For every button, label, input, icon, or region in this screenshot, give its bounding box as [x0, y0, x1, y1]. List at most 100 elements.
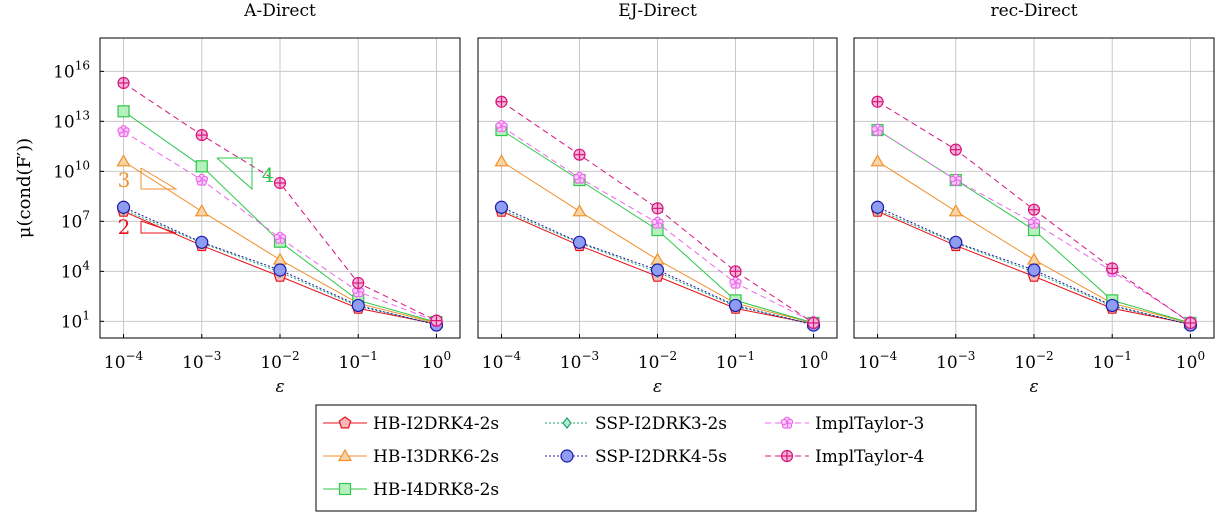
data-point-cross	[117, 76, 130, 90]
data-point-triangle	[272, 252, 288, 265]
legend-entry: SSP-I2DRK3-2s	[545, 414, 727, 434]
marker-petal	[729, 278, 736, 286]
data-point-cross	[430, 314, 443, 327]
y-axis-label: μ(cond(F′))	[14, 138, 35, 238]
series-line	[501, 101, 814, 324]
x-axis-label: ε	[653, 377, 662, 397]
chart-panels: A-Direct 10−4 10−3 10−2 10−1 100 ε 101 104 107 101…	[53, 1, 1215, 397]
marker-petal	[1027, 218, 1035, 226]
data-point-triangle	[1026, 252, 1042, 265]
x-tick-label: 10−3	[560, 349, 599, 373]
chart-panel-3: rec-Direct 10−4 10−3 10−2 10−1 100 ε	[853, 1, 1215, 397]
slope-triangle-2	[140, 220, 177, 234]
series-ImplTaylor-4	[117, 76, 443, 327]
data-point-flower	[729, 276, 742, 289]
series-SSP-I2DRK4-5s	[116, 200, 444, 332]
data-point-flower	[117, 124, 130, 138]
data-point-cross	[780, 449, 794, 463]
y-tick-label: 104	[61, 258, 91, 282]
data-point-circle	[572, 235, 587, 249]
data-point-circle	[560, 449, 574, 463]
data-point-triangle	[116, 154, 131, 167]
data-point-circle	[273, 263, 287, 277]
x-tick-label: 100	[1176, 349, 1205, 373]
data-point-cross	[573, 148, 586, 161]
data-point-triangle	[337, 448, 353, 462]
x-tick-label: 10−2	[260, 349, 299, 373]
legend-label: ImplTaylor-4	[815, 447, 924, 467]
series-ImplTaylor-4	[495, 95, 820, 330]
data-point-cross	[195, 128, 208, 142]
x-tick-label: 10−1	[1093, 349, 1132, 373]
marker-petal	[273, 233, 281, 241]
x-tick-label: 10−2	[1014, 349, 1053, 373]
y-tick-label: 1010	[53, 158, 90, 182]
marker-petal	[495, 122, 502, 129]
data-point-cross	[949, 143, 962, 156]
y-tick-label: 107	[61, 208, 90, 232]
data-point-diamond	[562, 417, 572, 429]
data-point-circle	[351, 298, 365, 313]
chart-title: EJ-Direct	[618, 1, 697, 21]
legend-entry: ImplTaylor-4	[765, 447, 924, 467]
marker-petal	[651, 218, 658, 226]
x-tick-label: 10−3	[182, 349, 221, 373]
data-point-triangle	[494, 154, 509, 167]
data-point-cross	[807, 316, 820, 330]
legend-label: SSP-I2DRK3-2s	[595, 414, 727, 434]
data-point-cross	[651, 202, 664, 215]
data-point-circle	[116, 200, 131, 214]
legend-entry: ImplTaylor-3	[765, 414, 924, 434]
data-point-triangle	[572, 204, 587, 217]
x-tick-label: 10−4	[104, 349, 144, 373]
data-point-cross	[871, 95, 884, 108]
chart-panel-2: EJ-Direct 10−4 10−3 10−2 10−1 100 ε	[477, 1, 838, 397]
slope-label-3: 3	[118, 168, 131, 192]
x-tick-label: 10−1	[716, 349, 755, 373]
data-point-square	[117, 105, 130, 118]
data-point-flower	[573, 171, 586, 184]
chart-title: rec-Direct	[990, 1, 1077, 21]
y-tick-label: 1016	[53, 58, 90, 82]
data-point-flower	[1027, 216, 1041, 229]
data-point-triangle	[194, 204, 209, 217]
legend-entry: HB-I2DRK4-2s	[323, 414, 499, 434]
legend-label: SSP-I2DRK4-5s	[595, 447, 727, 467]
slope-triangle-3	[140, 167, 178, 190]
legend-label: HB-I3DRK6-2s	[373, 447, 499, 467]
data-point-flower	[195, 173, 209, 186]
legend: HB-I2DRK4-2s SSP-I2DRK3-2s ImplTaylor-3 HB-…	[315, 404, 977, 512]
legend-entry: HB-I4DRK8-2s	[323, 480, 499, 500]
data-point-cross	[352, 276, 365, 290]
data-point-cross	[1106, 262, 1119, 275]
legend-label: HB-I2DRK4-2s	[373, 414, 499, 434]
data-point-circle	[870, 200, 885, 214]
data-point-circle	[195, 235, 209, 249]
data-point-flower	[273, 231, 287, 244]
data-point-circle	[650, 263, 665, 277]
data-point-cross	[1184, 316, 1197, 330]
marker-petal	[117, 127, 124, 134]
data-point-flower	[651, 216, 664, 229]
x-tick-label: 10−3	[936, 349, 975, 373]
series-SSP-I2DRK4-5s	[494, 200, 821, 332]
marker-petal	[949, 175, 956, 183]
x-tick-label: 10−1	[339, 349, 378, 373]
legend-entry: SSP-I2DRK4-5s	[545, 447, 727, 467]
legend-entry: HB-I3DRK6-2s	[323, 447, 499, 467]
x-tick-label: 100	[799, 349, 828, 373]
data-point-flower	[871, 123, 884, 136]
data-point-square	[338, 482, 352, 496]
data-point-pentagon	[338, 416, 352, 429]
chart-panel-1: A-Direct 10−4 10−3 10−2 10−1 100 ε 101 104 107 101…	[53, 1, 461, 397]
legend-label: HB-I4DRK8-2s	[373, 480, 499, 500]
slope-label-4: 4	[262, 163, 275, 187]
x-axis-label: ε	[1029, 377, 1038, 397]
slope-triangle-4	[216, 157, 253, 191]
data-point-flower	[495, 119, 508, 133]
data-point-flower	[949, 173, 963, 186]
data-point-circle	[494, 200, 509, 214]
data-point-cross	[273, 176, 287, 190]
x-tick-label: 100	[422, 349, 451, 373]
